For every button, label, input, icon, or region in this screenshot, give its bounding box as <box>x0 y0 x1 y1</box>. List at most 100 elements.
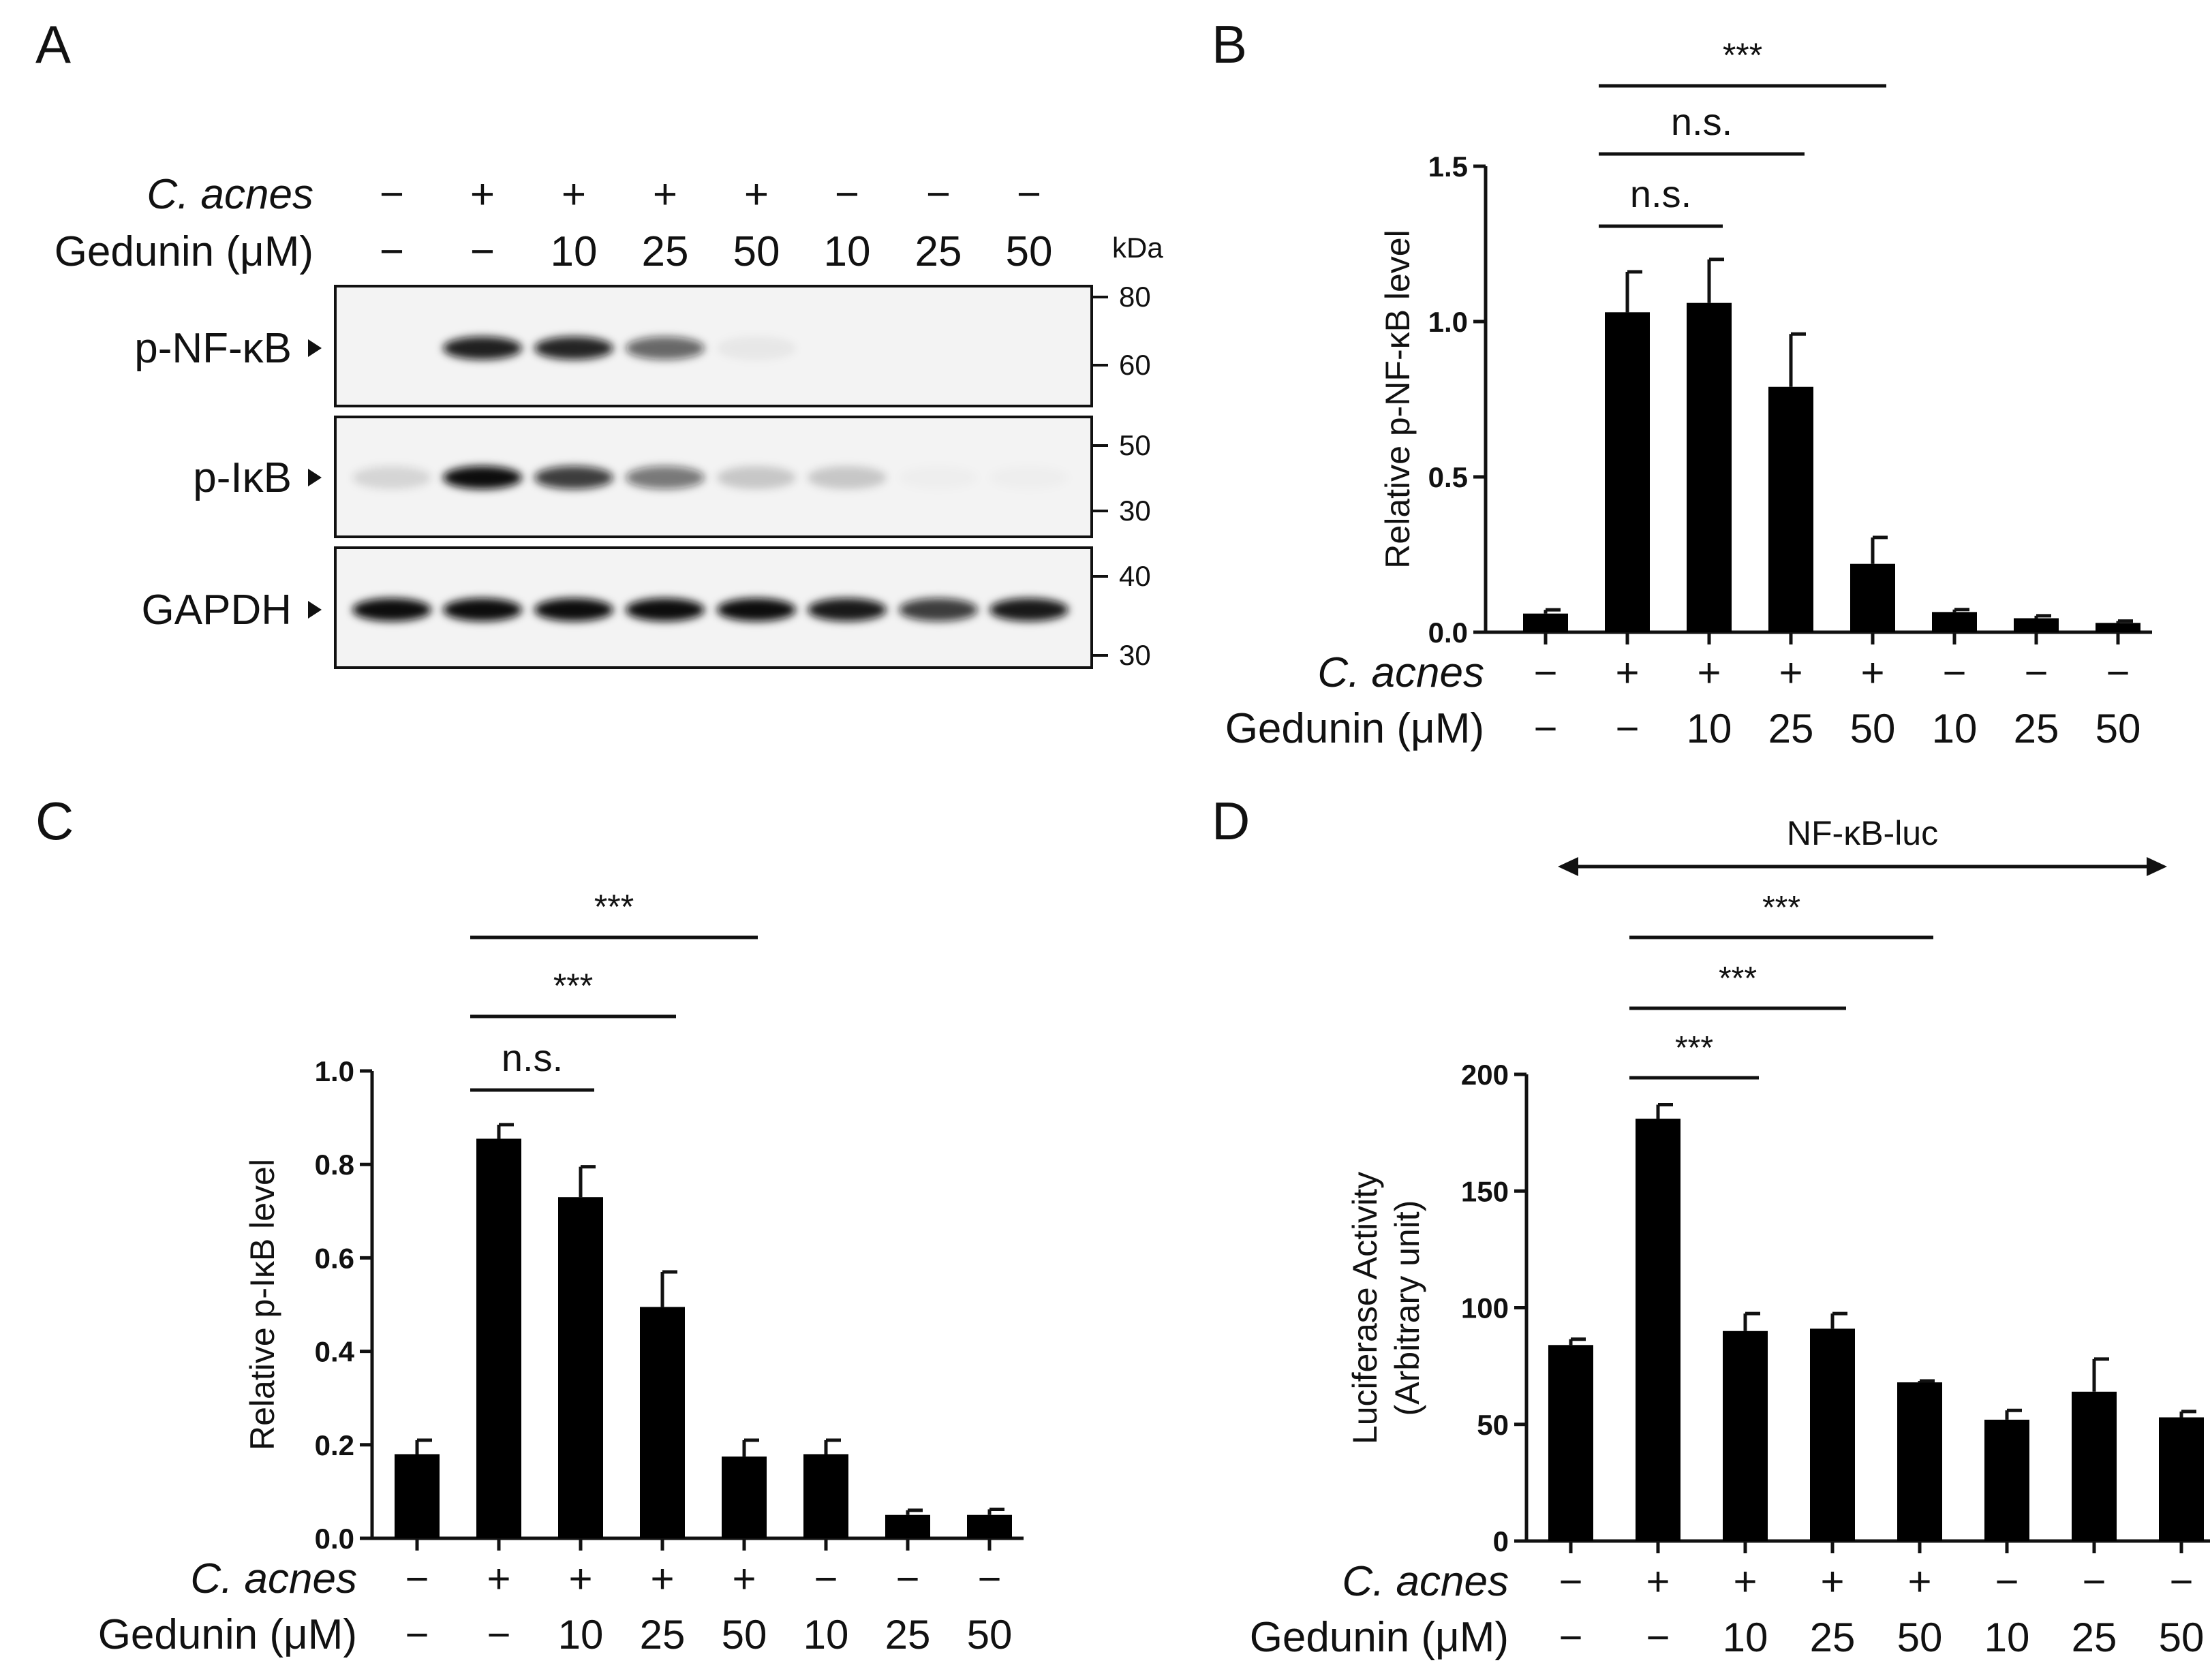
blot-lane-4-c-acnes: + <box>653 171 677 218</box>
panel-letter-b: B <box>1212 14 1247 74</box>
blot-p-ikb: p-IκB 50 30 <box>193 416 1151 538</box>
x-label-gedunin: − <box>405 1612 429 1658</box>
arrowhead-icon <box>308 469 322 486</box>
bar <box>1932 612 1977 632</box>
bar <box>1850 563 1895 632</box>
y-tick-label: 0 <box>1493 1525 1509 1557</box>
blot-band <box>989 598 1069 621</box>
blot-bands <box>443 337 796 360</box>
blot-lane-8-gedunin: 50 <box>1006 228 1053 275</box>
x-label-c-acnes: + <box>1907 1559 1931 1604</box>
bar <box>2014 618 2059 632</box>
x-label-c-acnes: − <box>814 1556 838 1602</box>
y-tick-label: 0.0 <box>1428 617 1468 649</box>
blot-band <box>717 337 796 360</box>
x-label-c-acnes: − <box>2024 650 2048 696</box>
bar <box>1810 1328 1855 1541</box>
arrow-right-icon <box>2147 857 2167 876</box>
x-label-c-acnes: + <box>1615 650 1639 696</box>
blot-lane-4-gedunin: 25 <box>642 228 689 275</box>
blot-label: GAPDH <box>142 587 292 634</box>
x-label-c-acnes: − <box>2082 1559 2106 1604</box>
significance-label: n.s. <box>502 1036 563 1079</box>
blot-band <box>899 598 978 621</box>
x-label-gedunin: 50 <box>967 1612 1013 1658</box>
x-label-c-acnes: + <box>1779 650 1802 696</box>
y-tick-label: 0.8 <box>315 1149 354 1181</box>
x-label-c-acnes: − <box>1995 1559 2019 1604</box>
significance-label: *** <box>553 967 593 1005</box>
y-axis-label: Luciferase Activity <box>1346 1172 1384 1444</box>
x-label-gedunin: 50 <box>1897 1615 1943 1660</box>
blot-band <box>534 466 613 489</box>
bar <box>640 1307 685 1538</box>
bar <box>476 1138 521 1538</box>
x-label-c-acnes: + <box>487 1556 510 1602</box>
x-label-c-acnes: + <box>650 1556 674 1602</box>
blot-lane-2-c-acnes: + <box>470 171 495 218</box>
blot-band <box>443 598 522 621</box>
x-label-gedunin: − <box>1533 706 1557 751</box>
bar <box>885 1514 930 1538</box>
blot-lane-7-c-acnes: − <box>926 171 951 218</box>
y-axis-label: Relative p-IκB level <box>243 1159 281 1450</box>
blot-row-label-c-acnes: C. acnes <box>147 171 313 218</box>
bar <box>1984 1419 2029 1541</box>
x-label-gedunin: 25 <box>1768 706 1814 751</box>
x-label-gedunin: 50 <box>2159 1615 2205 1660</box>
blot-lane-6-gedunin: 10 <box>824 228 871 275</box>
x-label-c-acnes: + <box>1820 1559 1844 1604</box>
marker-label: 40 <box>1119 560 1151 592</box>
blot-row-label-gedunin: Gedunin (μM) <box>55 228 313 275</box>
x-label-c-acnes: − <box>1533 650 1557 696</box>
x-label-gedunin: − <box>487 1612 510 1658</box>
arrow-left-icon <box>1558 857 1578 876</box>
bar <box>1605 312 1650 632</box>
range-label: NF-κB-luc <box>1787 814 1938 852</box>
bar <box>1636 1119 1680 1541</box>
significance-label: *** <box>1723 36 1762 74</box>
blot-lane-6-c-acnes: − <box>835 171 859 218</box>
bar <box>2096 623 2140 632</box>
blot-label: p-NF-κB <box>134 325 292 372</box>
significance-label: *** <box>1675 1030 1713 1066</box>
y-axis-label: (Arbitrary unit) <box>1388 1200 1426 1416</box>
blot-lane-3-gedunin: 10 <box>551 228 598 275</box>
blot-band <box>808 598 887 621</box>
blot-gapdh: GAPDH 40 30 <box>142 546 1151 671</box>
blot-lane-1-c-acnes: − <box>380 171 404 218</box>
panel-a: C. acnes Gedunin (μM) kDa − − + − + 10 +… <box>55 171 1164 671</box>
blot-unit-label: kDa <box>1112 232 1163 264</box>
row-label-gedunin: Gedunin (μM) <box>98 1611 357 1658</box>
bar <box>1897 1382 1942 1541</box>
x-label-gedunin: 25 <box>1810 1615 1856 1660</box>
x-label-c-acnes: − <box>895 1556 919 1602</box>
blot-lane-5-c-acnes: + <box>744 171 769 218</box>
panel-letter-d: D <box>1212 791 1250 851</box>
x-label-gedunin: 10 <box>1687 706 1732 751</box>
bar <box>967 1514 1012 1538</box>
x-label-c-acnes: + <box>1733 1559 1757 1604</box>
x-label-c-acnes: − <box>1559 1559 1582 1604</box>
panel-letter-c: C <box>35 791 74 851</box>
blot-band <box>443 466 522 489</box>
x-label-c-acnes: − <box>2106 650 2130 696</box>
x-label-c-acnes: + <box>1697 650 1721 696</box>
panel-b-chart: 0.0 0.5 1.0 1.5 Relative p-NF-κB level − − + − +1… <box>1225 36 2152 752</box>
blot-band <box>989 466 1069 489</box>
x-label-c-acnes: − <box>977 1556 1001 1602</box>
x-label-gedunin: 25 <box>640 1612 686 1658</box>
blot-lane-7-gedunin: 25 <box>915 228 962 275</box>
row-label-gedunin: Gedunin (μM) <box>1250 1614 1509 1661</box>
x-label-gedunin: 10 <box>1723 1615 1768 1660</box>
x-label-gedunin: 10 <box>803 1612 849 1658</box>
significance-label: *** <box>1762 890 1800 926</box>
significance-label: *** <box>594 888 634 926</box>
blot-lane-labels: − − + − + 10 + 25 + 50 − 10 − 25 − 50 <box>380 171 1053 275</box>
x-label-gedunin: 50 <box>722 1612 767 1658</box>
x-label-gedunin: 50 <box>1850 706 1896 751</box>
bar <box>1548 1345 1593 1541</box>
x-label-gedunin: 25 <box>2072 1615 2117 1660</box>
x-label-gedunin: 25 <box>885 1612 931 1658</box>
